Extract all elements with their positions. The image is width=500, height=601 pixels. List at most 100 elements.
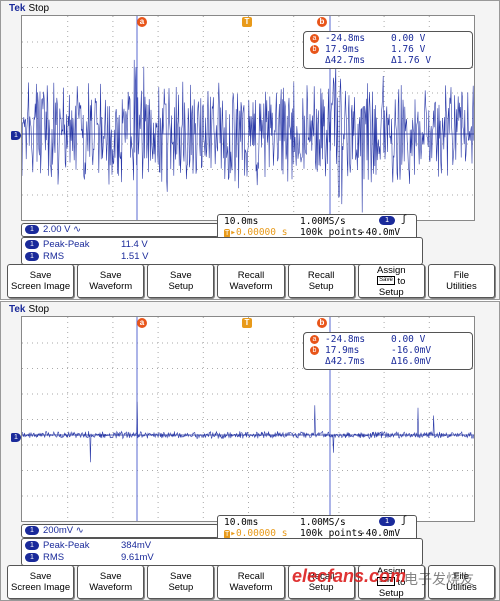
acquisition-state: Stop — [28, 3, 50, 14]
measurement-value: 384mV — [121, 540, 152, 551]
trigger-source-badge: 1 — [379, 517, 395, 526]
channel-1-badge: 1 — [25, 540, 39, 550]
cursor-delta-time: Δ42.7ms — [325, 55, 366, 66]
sample-rate: 1.00MS/s — [300, 517, 346, 528]
save-waveform-button[interactable]: Save Waveform — [77, 565, 145, 599]
save-waveform-button[interactable]: Save Waveform — [77, 264, 145, 298]
time-per-div: 10.0ms — [224, 216, 259, 227]
brand-logo: Tek — [9, 3, 26, 14]
scope-panel-2: Tek Stop a T b 1 a -24.8ms 0.00 V b 17.9ms -1… — [0, 301, 500, 601]
save-screen-image-button[interactable]: Save Screen Image — [7, 565, 75, 599]
save-setup-button[interactable]: Save Setup — [147, 264, 215, 298]
watermark-logo: elecfans.com — [292, 566, 407, 586]
measurement-value: 1.51 V — [121, 251, 149, 262]
trigger-level: -40.0mV — [360, 528, 401, 539]
scope-panel-1: Tek Stop a T b 1 a -24.8ms 0.00 V b 17.9ms 1.… — [0, 0, 500, 300]
channel-1-badge: 1 — [25, 224, 39, 234]
measurement-value: 9.61mV — [121, 552, 154, 563]
channel-1-badge: 1 — [25, 239, 39, 249]
measurement-row: 1 RMS 1.51 V — [22, 251, 148, 263]
sample-rate: 1.00MS/s — [300, 216, 346, 227]
cursor-delta-value: Δ16.0mV — [391, 356, 432, 367]
cursor-b-marker[interactable]: b — [317, 318, 327, 328]
cursor-a-row: a -24.8ms 0.00 V — [310, 334, 425, 345]
softkey-bar: Save Screen Image Save Waveform Save Setup … — [7, 264, 495, 298]
horizontal-trigger-readout[interactable]: 10.0ms 1.00MS/s 1 ʃ T▸0.00000 s 100k poi… — [217, 214, 417, 240]
time-per-div: 10.0ms — [224, 517, 259, 528]
rising-edge-icon: ʃ — [401, 214, 408, 225]
brand-logo: Tek — [9, 304, 26, 315]
cursor-a-marker[interactable]: a — [137, 318, 147, 328]
channel-1-scale-readout[interactable]: 1 2.00 V ∿ — [21, 223, 219, 237]
cursor-a-badge: a — [310, 34, 319, 43]
channel-1-ground-marker[interactable]: 1 — [11, 131, 21, 140]
cursor-b-row: b 17.9ms -16.0mV — [310, 345, 431, 356]
trigger-badge-icon: T — [224, 229, 231, 238]
cursor-b-badge: b — [310, 346, 319, 355]
recall-waveform-button[interactable]: Recall Waveform — [217, 264, 285, 298]
cursor-b-badge: b — [310, 45, 319, 54]
measurement-label: Peak-Peak — [43, 540, 90, 551]
trigger-position: T▸0.00000 s — [224, 528, 288, 539]
softkey-bar: Save Screen Image Save Waveform Save Setup … — [7, 565, 495, 599]
cursor-a-row: a -24.8ms 0.00 V — [310, 33, 425, 44]
channel-1-badge: 1 — [25, 251, 39, 261]
cursor-a-value: 0.00 V — [391, 334, 426, 345]
cursor-readout: a -24.8ms 0.00 V b 17.9ms -16.0mV Δ42.7ms Δ16… — [303, 332, 473, 370]
measurement-label: RMS — [43, 251, 65, 262]
cursor-b-value: 1.76 V — [391, 44, 426, 55]
trigger-position-marker[interactable]: T — [242, 17, 252, 27]
recall-setup-button[interactable]: Recall Setup — [287, 565, 355, 599]
trigger-level: -40.0mV — [360, 227, 401, 238]
assign-save-to-setup-button[interactable]: Assign Save to Setup — [357, 565, 425, 599]
measurement-readout[interactable]: 1 Peak-Peak 384mV 1 RMS 9.61mV — [21, 538, 423, 566]
measurement-value: 11.4 V — [121, 239, 148, 250]
measurement-row: 1 Peak-Peak 384mV — [22, 540, 151, 552]
record-length: 100k points — [300, 227, 363, 238]
channel-scale: 2.00 V — [43, 224, 71, 235]
cursor-b-marker[interactable]: b — [317, 17, 327, 27]
coupling-icon: ∿ — [73, 224, 82, 235]
cursor-delta-row: Δ42.7ms Δ16.0mV — [310, 356, 431, 367]
save-screen-image-button[interactable]: Save Screen Image — [7, 264, 75, 298]
channel-1-ground-marker[interactable]: 1 — [11, 433, 21, 442]
cursor-b-time: 17.9ms — [325, 345, 360, 356]
channel-1-badge: 1 — [25, 552, 39, 562]
measurement-readout[interactable]: 1 Peak-Peak 11.4 V 1 RMS 1.51 V — [21, 237, 423, 265]
recall-waveform-button[interactable]: Recall Waveform — [217, 565, 285, 599]
coupling-icon: ∿ — [75, 525, 84, 536]
rising-edge-icon: ʃ — [401, 515, 408, 526]
save-key-icon: Save — [377, 577, 395, 587]
measurement-label: Peak-Peak — [43, 239, 90, 250]
panel-title: Tek Stop — [9, 3, 49, 14]
assign-save-to-setup-button[interactable]: Assign Save to Setup — [357, 264, 425, 298]
cursor-a-badge: a — [310, 335, 319, 344]
measurement-row: 1 RMS 9.61mV — [22, 552, 154, 564]
channel-1-scale-readout[interactable]: 1 200mV ∿ — [21, 524, 219, 538]
trigger-position: T▸0.00000 s — [224, 227, 288, 238]
channel-1-badge: 1 — [25, 525, 39, 535]
horizontal-trigger-readout[interactable]: 10.0ms 1.00MS/s 1 ʃ T▸0.00000 s 100k poi… — [217, 515, 417, 541]
cursor-a-time: -24.8ms — [325, 33, 366, 44]
cursor-a-value: 0.00 V — [391, 33, 426, 44]
channel-scale: 200mV — [43, 525, 74, 536]
cursor-a-marker[interactable]: a — [137, 17, 147, 27]
file-utilities-button[interactable]: File Utilities — [427, 565, 495, 599]
panel-title: Tek Stop — [9, 304, 49, 315]
recall-setup-button[interactable]: Recall Setup — [287, 264, 355, 298]
acquisition-state: Stop — [28, 304, 50, 315]
cursor-b-value: -16.0mV — [391, 345, 432, 356]
measurement-row: 1 Peak-Peak 11.4 V — [22, 239, 148, 251]
file-utilities-button[interactable]: File Utilities — [427, 264, 495, 298]
cursor-b-row: b 17.9ms 1.76 V — [310, 44, 425, 55]
channel-1-trace — [22, 401, 474, 463]
trigger-source-badge: 1 — [379, 216, 395, 225]
cursor-b-time: 17.9ms — [325, 44, 360, 55]
trigger-position-marker[interactable]: T — [242, 318, 252, 328]
cursor-delta-time: Δ42.7ms — [325, 356, 366, 367]
cursor-readout: a -24.8ms 0.00 V b 17.9ms 1.76 V Δ42.7ms Δ1.7… — [303, 31, 473, 69]
save-setup-button[interactable]: Save Setup — [147, 565, 215, 599]
channel-1-trace — [22, 59, 474, 213]
trigger-badge-icon: T — [224, 530, 231, 539]
cursor-delta-value: Δ1.76 V — [391, 55, 432, 66]
